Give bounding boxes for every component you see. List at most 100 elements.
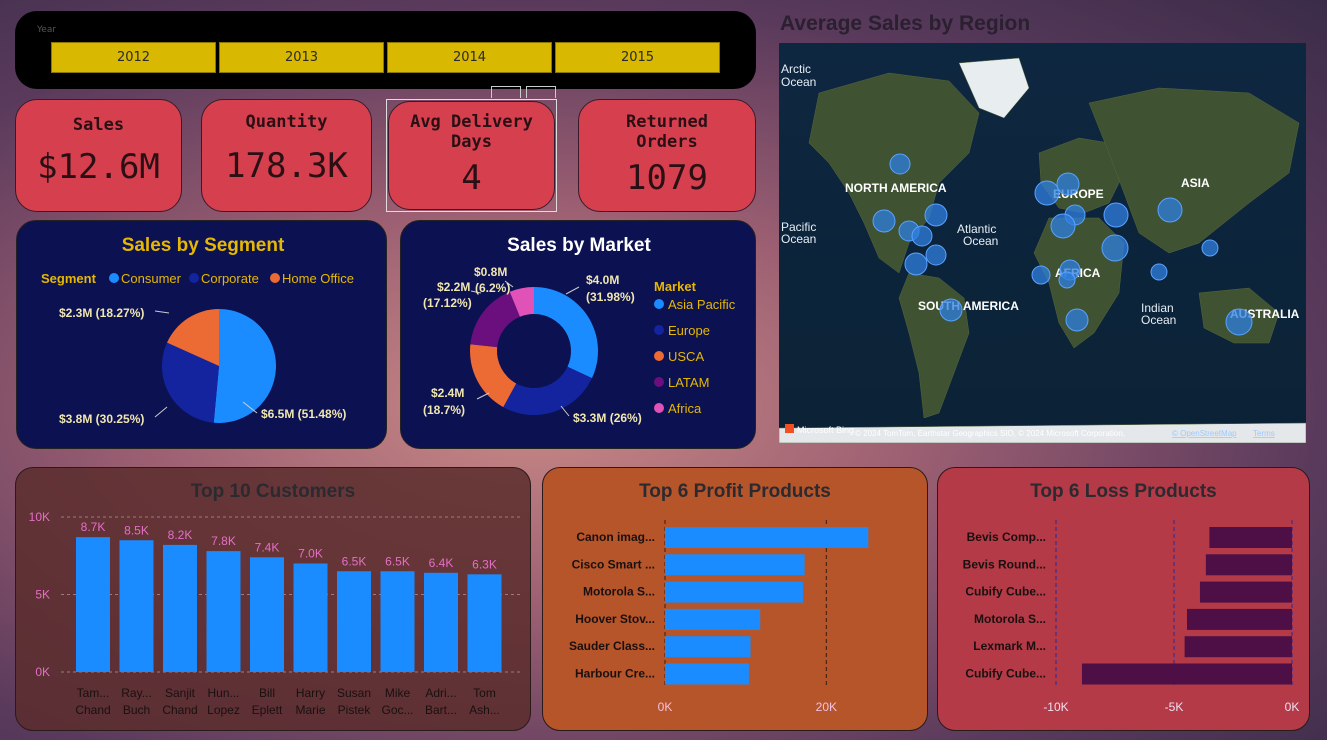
visual-header-filter-icon[interactable] <box>491 86 521 98</box>
market-slice-2[interactable] <box>470 344 517 408</box>
segment-panel: Sales by Segment Segment Consumer Corpor… <box>16 220 387 449</box>
loss-chart-title: Top 6 Loss Products <box>1030 481 1217 502</box>
profit-category-1: Cisco Smart ... <box>572 557 655 571</box>
segment-slice-0[interactable] <box>213 309 277 423</box>
customer-bar-2[interactable] <box>163 544 197 672</box>
customer-bar-8[interactable] <box>424 572 458 672</box>
market-legend-dot-4 <box>654 403 664 413</box>
map-land <box>779 57 1306 443</box>
customer-bar-1[interactable] <box>119 540 154 672</box>
market-legend-dot-2 <box>654 351 664 361</box>
customers-ytick-2: 10K <box>29 510 50 524</box>
customer-data-label-2: 8.2K <box>168 528 193 542</box>
customer-bar-9[interactable] <box>467 574 502 672</box>
segment-chart-title: Sales by Segment <box>122 235 285 256</box>
loss-category-4: Lexmark M... <box>973 639 1046 653</box>
customer-name-7-1: Goc... <box>381 703 413 717</box>
market-legend-dot-3 <box>654 377 664 387</box>
customer-name-9-0: Tom <box>473 686 496 700</box>
segment-label-home-office: $2.3M (18.27%) <box>59 306 144 320</box>
year-slicer: Year 2012 2013 2014 2015 <box>15 11 756 89</box>
market-pct-africa: (6.2%) <box>475 281 510 295</box>
market-legend-item-1[interactable]: Europe <box>668 323 710 338</box>
profit-bar-5[interactable] <box>665 663 749 685</box>
map-label-atlantic-2: Ocean <box>963 234 998 248</box>
kpi-quantity-card[interactable]: Quantity 178.3K <box>201 99 372 212</box>
map-bing-logo: Microsoft Bing <box>797 425 854 435</box>
profit-bar-2[interactable] <box>665 581 803 603</box>
loss-bar-3[interactable] <box>1186 608 1292 630</box>
loss-xtick-0: -10K <box>1043 700 1068 714</box>
market-legend-item-4[interactable]: Africa <box>668 401 702 416</box>
map-label-asia: ASIA <box>1181 176 1210 190</box>
customer-bar-0[interactable] <box>76 537 110 672</box>
market-chart: Sales by Market $4.0M (31.98%) $3.3M (26… <box>423 235 736 425</box>
segment-slice-1[interactable] <box>162 342 219 423</box>
market-slice-4[interactable] <box>509 287 534 317</box>
sales-map[interactable]: Arctic Ocean NORTH AMERICA Pacific Ocean… <box>779 43 1306 443</box>
profit-chart-title: Top 6 Profit Products <box>639 481 831 502</box>
customer-data-label-6: 6.5K <box>342 554 367 568</box>
kpi-returned-title-1: Returned <box>626 112 708 132</box>
loss-bar-2[interactable] <box>1199 581 1292 603</box>
legend-dot-corporate <box>189 273 199 283</box>
customer-name-3-1: Lopez <box>207 703 240 717</box>
market-slice-3[interactable] <box>470 291 520 348</box>
visual-selection-frame <box>386 99 557 212</box>
profit-bar-3[interactable] <box>665 608 761 630</box>
visual-header-more-icon[interactable] <box>526 86 556 98</box>
customer-name-5-1: Marie <box>295 703 325 717</box>
map-label-atlantic-1: Atlantic <box>957 222 996 236</box>
kpi-delivery-card[interactable]: Avg Delivery Days 4 <box>388 101 555 210</box>
profit-bar-0[interactable] <box>665 527 869 548</box>
profit-bar-1[interactable] <box>665 554 805 576</box>
loss-xtick-1: -5K <box>1165 700 1184 714</box>
loss-bar-1[interactable] <box>1205 554 1292 576</box>
year-button-2015[interactable]: 2015 <box>555 42 720 73</box>
customers-chart: 0K 5K 10K 8.7K Tam... Chand 8.5K Ray... Buch 8.2K… <box>29 510 521 717</box>
loss-bar-4[interactable] <box>1184 636 1292 658</box>
segment-legend-title: Segment <box>41 271 97 286</box>
customer-bar-3[interactable] <box>206 551 241 672</box>
map-label-south-america: SOUTH AMERICA <box>918 299 1019 313</box>
legend-dot-consumer <box>109 273 119 283</box>
kpi-sales-value: $12.6M <box>37 147 160 187</box>
market-legend-item-2[interactable]: USCA <box>668 349 704 364</box>
market-slice-0[interactable] <box>534 287 598 379</box>
customer-name-4-0: Bill <box>259 686 275 700</box>
customer-bar-5[interactable] <box>293 563 328 673</box>
loss-bar-5[interactable] <box>1081 663 1292 685</box>
loss-chart: -10K -5K 0K Bevis Comp... Bevis Round... Cubi… <box>963 520 1299 714</box>
customer-name-9-1: Ash... <box>469 703 500 717</box>
year-button-2012[interactable]: 2012 <box>51 42 216 73</box>
map-osm-link[interactable]: © OpenStreetMap <box>1172 429 1237 438</box>
customer-data-label-4: 7.4K <box>255 540 280 554</box>
market-legend-item-3[interactable]: LATAM <box>668 375 709 390</box>
loss-bar-0[interactable] <box>1209 527 1292 548</box>
kpi-sales-card[interactable]: Sales $12.6M <box>15 99 182 212</box>
map-bubbles[interactable] <box>872 153 1253 336</box>
market-legend-dot-0 <box>654 299 664 309</box>
profit-category-0: Canon imag... <box>576 530 655 544</box>
loss-category-2: Cubify Cube... <box>965 585 1046 599</box>
kpi-sales-title: Sales <box>72 115 125 135</box>
profit-category-4: Sauder Class... <box>569 639 655 653</box>
customer-bar-6[interactable] <box>337 571 371 672</box>
profit-category-2: Motorola S... <box>583 585 655 599</box>
kpi-delivery-title-2: Days <box>451 132 492 152</box>
customer-bar-7[interactable] <box>380 571 415 672</box>
market-slice-1[interactable] <box>503 366 592 415</box>
segment-slice-2[interactable] <box>167 309 219 366</box>
map-attribution: © 2024 TomTom, Earthstar Geographics SIO… <box>855 429 1125 438</box>
profit-bar-4[interactable] <box>665 636 751 658</box>
profit-category-5: Harbour Cre... <box>575 667 655 681</box>
kpi-quantity-value: 178.3K <box>225 146 348 186</box>
year-button-2014[interactable]: 2014 <box>387 42 552 73</box>
profit-chart: 0K 20K Canon imag... Cisco Smart ... Motorol… <box>569 520 869 714</box>
market-legend-item-0[interactable]: Asia Pacific <box>668 297 736 312</box>
map-terms-link[interactable]: Terms <box>1253 429 1275 438</box>
kpi-returned-card[interactable]: Returned Orders 1079 <box>578 99 756 212</box>
slicer-caption: Year <box>37 25 57 35</box>
customer-bar-4[interactable] <box>250 557 284 672</box>
year-button-2013[interactable]: 2013 <box>219 42 384 73</box>
